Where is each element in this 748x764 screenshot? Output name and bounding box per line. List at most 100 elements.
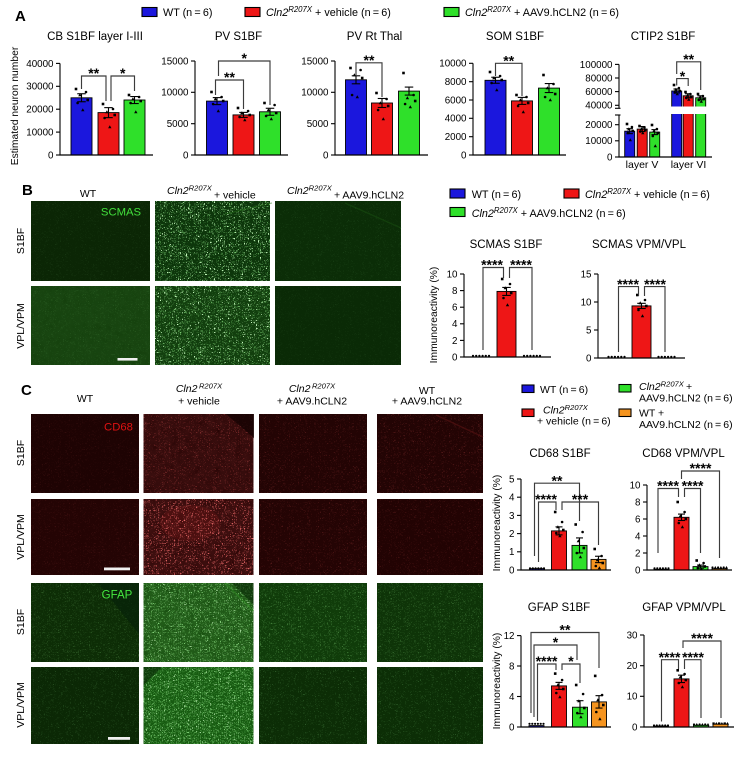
- svg-text:0: 0: [509, 565, 515, 576]
- svg-text:8: 8: [452, 286, 458, 297]
- svg-text:AAV9.hCLN2 (n = 6): AAV9.hCLN2 (n = 6): [639, 393, 733, 405]
- svg-text:40000: 40000: [585, 101, 613, 112]
- svg-text:Cln2R207X + AAV9.hCLN2 (n = 6): Cln2R207X + AAV9.hCLN2 (n = 6): [465, 5, 619, 19]
- svg-text:GFAP VPM/VPL: GFAP VPM/VPL: [642, 602, 726, 614]
- svg-text:15000: 15000: [301, 56, 329, 67]
- svg-text:B: B: [22, 182, 33, 199]
- svg-text:5000: 5000: [167, 119, 189, 130]
- svg-text:C: C: [21, 382, 32, 399]
- svg-text:40000: 40000: [26, 59, 54, 70]
- svg-text:6000: 6000: [445, 95, 467, 106]
- svg-text:20000: 20000: [26, 105, 54, 116]
- svg-text:layer V: layer V: [626, 159, 659, 171]
- svg-text:S1BF: S1BF: [15, 228, 27, 254]
- svg-text:10000: 10000: [301, 88, 329, 99]
- svg-text:0: 0: [607, 152, 613, 163]
- svg-text:Cln2R207X + AAV9.hCLN2 (n = 6): Cln2R207X + AAV9.hCLN2 (n = 6): [472, 206, 626, 220]
- svg-text:0: 0: [323, 150, 329, 161]
- svg-text:10000: 10000: [26, 128, 54, 139]
- svg-text:0: 0: [452, 352, 458, 363]
- svg-text:*: *: [553, 634, 559, 650]
- svg-text:Cln2R207X + vehicle: Cln2R207X + vehicle: [167, 183, 256, 201]
- svg-text:Cln2R207X +: Cln2R207X +: [639, 379, 692, 393]
- svg-text:+ AAV9.hCLN2: + AAV9.hCLN2: [392, 396, 462, 408]
- svg-text:Immunoreactivity (%): Immunoreactivity (%): [429, 267, 440, 364]
- svg-text:WT +: WT +: [639, 408, 664, 420]
- svg-text:AAV9.hCLN2 (n = 6): AAV9.hCLN2 (n = 6): [639, 419, 733, 431]
- svg-text:0: 0: [632, 722, 638, 733]
- svg-text:4: 4: [509, 493, 515, 504]
- svg-text:0: 0: [586, 353, 592, 364]
- svg-text:2: 2: [452, 336, 457, 347]
- svg-text:WT: WT: [80, 188, 97, 200]
- svg-text:5000: 5000: [307, 119, 329, 130]
- svg-text:10: 10: [581, 297, 592, 308]
- svg-text:2: 2: [509, 529, 514, 540]
- svg-text:Cln2R207X + AAV9.hCLN2: Cln2R207X + AAV9.hCLN2: [287, 183, 404, 201]
- svg-text:4: 4: [635, 531, 641, 542]
- svg-text:20: 20: [627, 661, 638, 672]
- svg-text:CD68 VPM/VPL: CD68 VPM/VPL: [642, 448, 725, 460]
- svg-text:2000: 2000: [445, 132, 467, 143]
- svg-text:SCMAS: SCMAS: [101, 207, 142, 219]
- svg-text:S1BF: S1BF: [15, 440, 27, 466]
- svg-text:10: 10: [630, 480, 641, 491]
- svg-text:GFAP: GFAP: [102, 590, 133, 602]
- svg-text:***: ***: [572, 491, 589, 507]
- svg-text:3: 3: [509, 511, 515, 522]
- svg-text:****: ****: [481, 257, 503, 273]
- svg-text:0: 0: [635, 565, 641, 576]
- svg-text:10: 10: [447, 269, 458, 280]
- svg-text:10000: 10000: [439, 59, 467, 70]
- svg-text:****: ****: [691, 630, 713, 646]
- svg-text:0: 0: [48, 150, 54, 161]
- svg-text:Cln2 R207X: Cln2 R207X: [176, 381, 223, 395]
- svg-text:GFAP S1BF: GFAP S1BF: [528, 602, 590, 614]
- svg-text:Immunoreactivity (%): Immunoreactivity (%): [492, 475, 503, 572]
- svg-text:4: 4: [452, 319, 458, 330]
- svg-text:8: 8: [509, 661, 515, 672]
- svg-text:Immunoreactivity (%): Immunoreactivity (%): [492, 633, 503, 730]
- svg-text:****: ****: [536, 653, 558, 669]
- svg-text:20000: 20000: [585, 120, 613, 131]
- svg-text:**: **: [552, 472, 563, 488]
- svg-text:****: ****: [510, 257, 532, 273]
- svg-text:80000: 80000: [585, 73, 613, 84]
- svg-text:**: **: [560, 622, 571, 638]
- svg-text:****: ****: [682, 649, 704, 665]
- svg-text:60000: 60000: [585, 87, 613, 98]
- svg-text:**: **: [683, 51, 694, 67]
- svg-text:WT (n = 6): WT (n = 6): [472, 189, 521, 201]
- svg-text:1: 1: [509, 547, 514, 558]
- svg-text:**: **: [224, 69, 235, 85]
- svg-text:+ vehicle (n = 6): + vehicle (n = 6): [537, 416, 611, 428]
- svg-text:WT: WT: [419, 385, 436, 397]
- svg-text:CD68 S1BF: CD68 S1BF: [529, 448, 590, 460]
- svg-text:CD68: CD68: [104, 422, 133, 434]
- svg-text:4000: 4000: [445, 114, 467, 125]
- svg-text:15000: 15000: [161, 56, 189, 67]
- svg-text:A: A: [15, 8, 26, 25]
- svg-text:VPL/VPM: VPL/VPM: [15, 682, 27, 728]
- svg-text:0: 0: [183, 150, 189, 161]
- svg-text:6: 6: [635, 514, 641, 525]
- svg-text:12: 12: [504, 631, 515, 642]
- svg-text:30000: 30000: [26, 82, 54, 93]
- svg-text:VPL/VPM: VPL/VPM: [15, 514, 27, 560]
- svg-text:**: **: [88, 65, 99, 81]
- svg-text:5: 5: [509, 474, 515, 485]
- svg-text:+ AAV9.hCLN2: + AAV9.hCLN2: [277, 396, 347, 408]
- svg-text:****: ****: [690, 460, 712, 476]
- svg-text:****: ****: [617, 276, 639, 292]
- svg-text:**: **: [364, 52, 375, 68]
- svg-text:0: 0: [461, 150, 467, 161]
- svg-text:Estimated neuron number: Estimated neuron number: [10, 46, 21, 165]
- svg-text:5: 5: [586, 325, 592, 336]
- svg-text:layer VI: layer VI: [671, 159, 707, 171]
- svg-text:VPL/VPM: VPL/VPM: [15, 303, 27, 349]
- svg-text:S1BF: S1BF: [15, 609, 27, 635]
- svg-text:15: 15: [581, 269, 592, 280]
- svg-text:2: 2: [635, 548, 640, 559]
- svg-text:CB S1BF layer I-III: CB S1BF layer I-III: [47, 31, 143, 43]
- svg-text:WT (n = 6): WT (n = 6): [163, 7, 212, 19]
